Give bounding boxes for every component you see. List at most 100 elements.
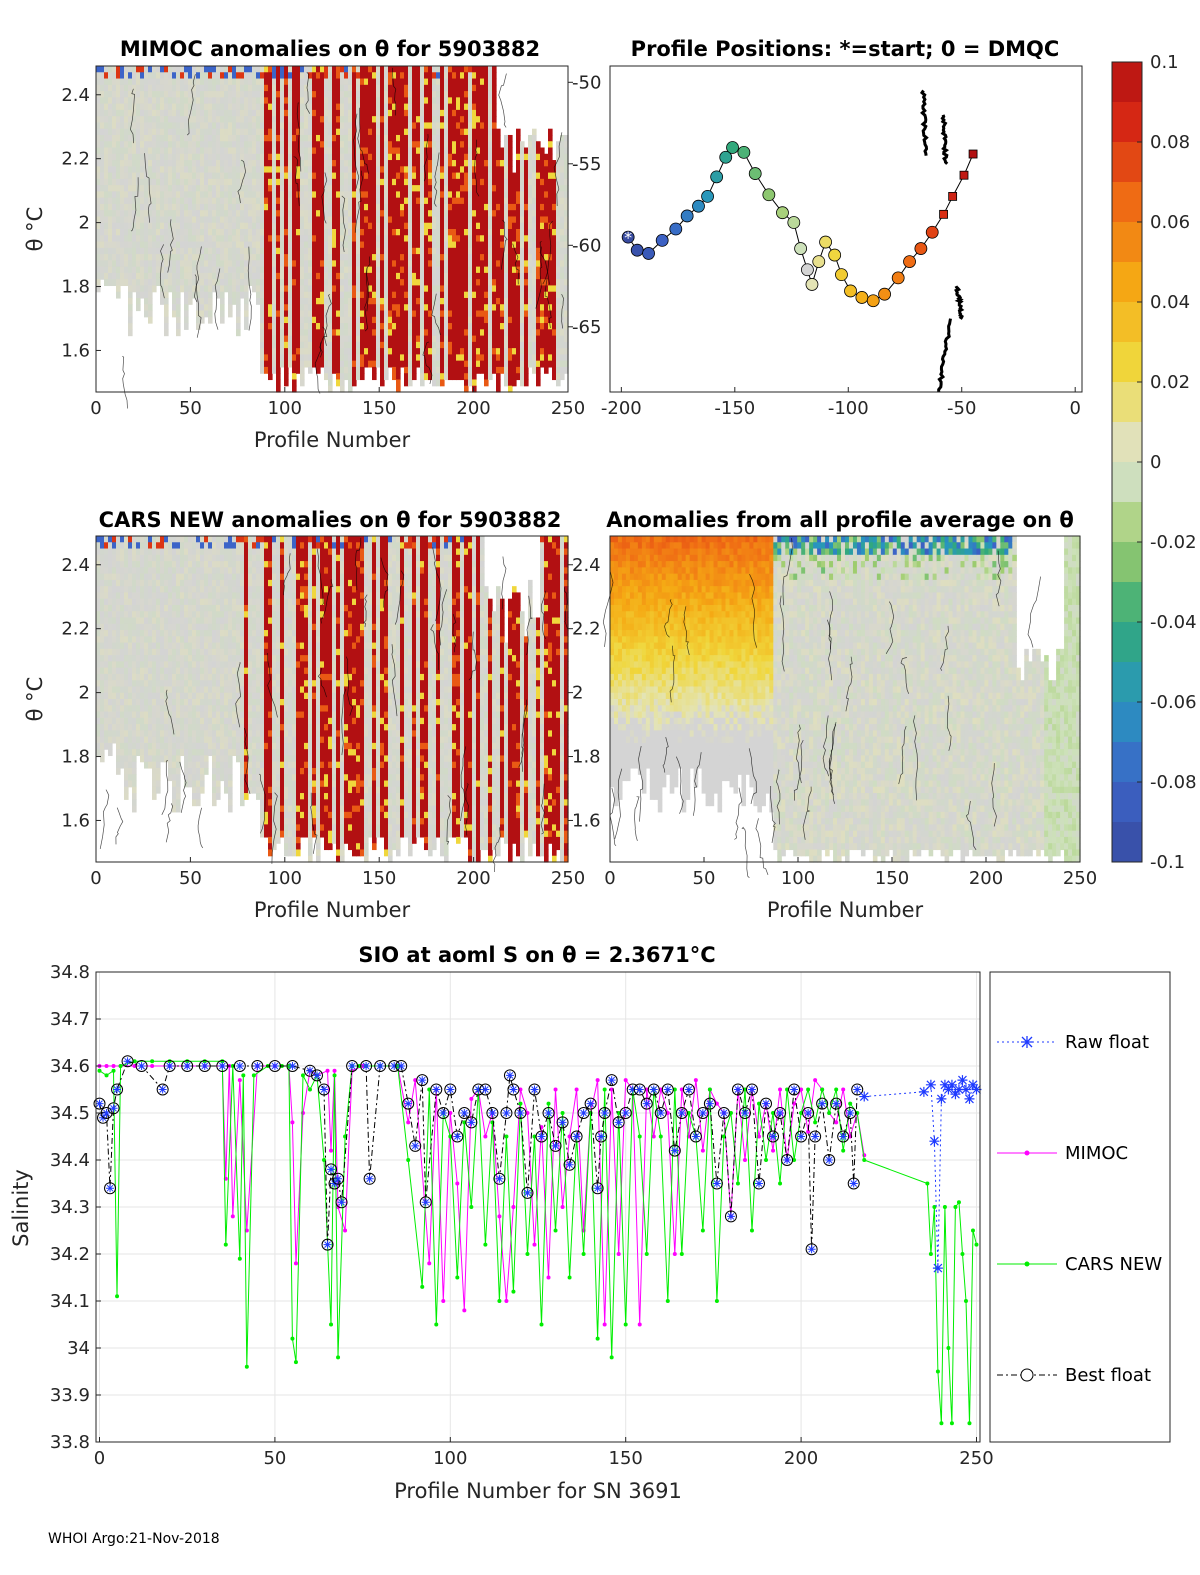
cars-xtick-label: 150 <box>362 868 396 889</box>
positions-y-ticks: -50 -55 -60 -65 <box>568 72 601 338</box>
mimoc-point <box>644 1087 649 1092</box>
best-float-point <box>661 1083 674 1096</box>
mimoc-point <box>757 1134 761 1139</box>
cars-new-point <box>862 1158 867 1162</box>
cars-new-point <box>434 1322 439 1327</box>
salinity-ytick-label: 34.5 <box>50 1103 90 1124</box>
track-point <box>669 222 683 236</box>
best-float-point <box>696 1107 709 1119</box>
salinity-y-ticks: 33.8 33.9 34 34.1 34.2 34.3 34.4 34.5 34.6 34.7 34… <box>50 962 101 1453</box>
salinity-xtick-label: 100 <box>433 1448 467 1469</box>
salinity-xtick-label: 0 <box>94 1448 105 1469</box>
cars-new-point <box>799 1111 804 1115</box>
cars-new-point <box>749 1228 754 1233</box>
salinity-xtick-label: 50 <box>263 1448 286 1469</box>
average-ytick-label: 1.6 <box>572 810 601 831</box>
mimoc-point <box>700 1148 705 1153</box>
best-float-point <box>514 1107 527 1119</box>
cars-new-point <box>949 1421 954 1426</box>
salinity-title: SIO at aoml S on θ = 2.3671°C <box>358 943 715 967</box>
salinity-ytick-label: 34.4 <box>50 1150 90 1171</box>
best-float-point <box>360 1060 373 1072</box>
best-float-point <box>717 1107 730 1119</box>
salinity-ytick-label: 34 <box>67 1338 90 1359</box>
positions-xtick-label: -200 <box>601 398 642 419</box>
best-float-point <box>724 1210 737 1223</box>
raw-float-point <box>960 1084 971 1095</box>
cars-heatmap <box>96 536 569 873</box>
track-point <box>680 209 694 223</box>
best-float-line <box>99 1060 858 1250</box>
cars-new-point <box>623 1322 628 1327</box>
best-float-point <box>563 1158 576 1171</box>
cars-new-point <box>483 1242 488 1247</box>
best-float-point <box>374 1060 387 1072</box>
cars-new-point <box>343 1134 348 1139</box>
mimoc-point <box>504 1299 509 1303</box>
best-float-point <box>503 1069 516 1082</box>
mimoc-title: MIMOC anomalies on θ for 5903882 <box>120 37 540 61</box>
average-xlabel: Profile Number <box>767 898 924 922</box>
mimoc-point <box>679 1087 684 1092</box>
best-float-point <box>318 1083 331 1096</box>
colorbar-tick-label: -0.08 <box>1150 772 1197 793</box>
best-float-point <box>465 1116 478 1129</box>
best-float-point <box>816 1097 829 1110</box>
mimoc-point <box>623 1078 628 1083</box>
best-float-point <box>823 1154 836 1166</box>
mimoc-point <box>658 1087 663 1092</box>
legend-item-best-float: Best float <box>997 1365 1151 1386</box>
best-float-point <box>809 1130 822 1143</box>
cars-new-point <box>928 1252 933 1256</box>
cars-new-point <box>300 1073 305 1078</box>
cars-new-point <box>939 1421 944 1426</box>
mimoc-point <box>329 1148 334 1153</box>
positions-ytick-label: -55 <box>572 154 601 175</box>
legend-label-cars-new: CARS NEW <box>1065 1254 1162 1275</box>
best-float-point <box>654 1107 667 1119</box>
best-float-point <box>437 1107 450 1119</box>
best-float-point <box>528 1083 541 1096</box>
mimoc-xlabel: Profile Number <box>254 428 411 452</box>
cars-y-ticks: 1.6 1.8 2 2.2 2.4 <box>61 555 101 831</box>
cars-new-point <box>332 1073 337 1078</box>
mimoc-point <box>553 1087 558 1092</box>
track-point <box>794 242 808 255</box>
colorbar-tick-label: 0.1 <box>1150 52 1179 73</box>
best-float-point <box>521 1186 534 1199</box>
cars-axes-box <box>95 535 569 863</box>
salinity-ytick-label: 34.1 <box>50 1291 90 1312</box>
best-float-point <box>844 1107 857 1119</box>
cars-new-point <box>595 1336 600 1341</box>
positions-land-contours <box>919 89 965 392</box>
mimoc-ytick-label: 2.2 <box>61 149 90 170</box>
best-float-point <box>311 1069 323 1082</box>
best-float-point <box>111 1083 124 1096</box>
best-float-point <box>647 1083 660 1096</box>
average-xtick-label: 250 <box>1063 868 1097 889</box>
colorbar-tick-label: -0.06 <box>1150 692 1197 713</box>
mimoc-point <box>567 1134 572 1139</box>
cars-new-point <box>115 1294 120 1299</box>
average-ytick-label: 1.8 <box>572 747 601 768</box>
best-float-point <box>500 1107 513 1119</box>
cars-new-point <box>357 1064 362 1068</box>
track-point <box>903 255 916 269</box>
cars-new-point <box>427 1087 432 1092</box>
cars-new-point <box>700 1228 705 1233</box>
average-title: Anomalies from all profile average on θ <box>606 508 1074 532</box>
cars-new-point <box>290 1336 295 1341</box>
salinity-panel: SIO at aoml S on θ = 2.3671°C 0 50 100 150 2… <box>9 943 1171 1503</box>
best-float-point <box>198 1060 211 1072</box>
best-float-point <box>332 1172 345 1185</box>
cars-new-point <box>230 1064 235 1068</box>
mimoc-point <box>448 1111 453 1115</box>
salinity-ytick-label: 34.7 <box>50 1009 90 1030</box>
cars-new-point <box>132 1059 137 1064</box>
cars-new-point <box>497 1299 502 1303</box>
salinity-xlabel: Profile Number for SN 3691 <box>394 1479 682 1503</box>
cars-new-point <box>686 1111 691 1115</box>
cars-new-point <box>581 1252 586 1256</box>
cars-title: CARS NEW anomalies on θ for 5903882 <box>99 508 562 532</box>
cars-xtick-label: 50 <box>179 868 202 889</box>
